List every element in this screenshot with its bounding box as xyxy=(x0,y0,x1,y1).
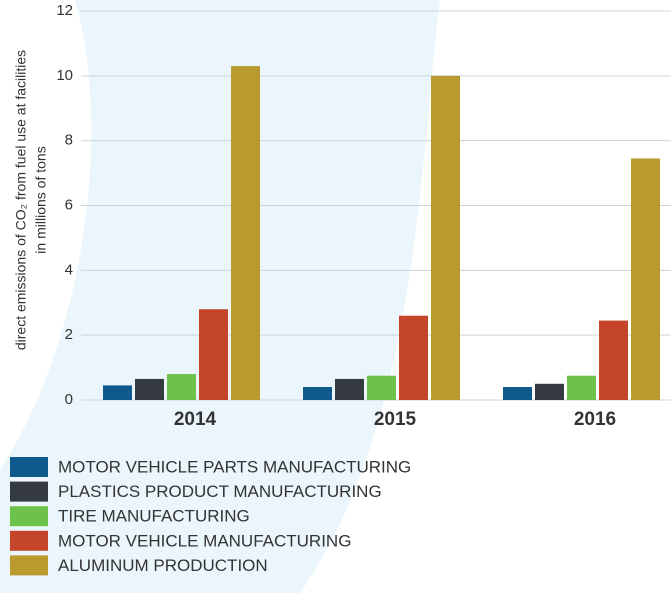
bar xyxy=(135,378,164,400)
x-tick-label: 2014 xyxy=(174,409,217,430)
bar xyxy=(303,387,332,400)
x-tick-label: 2015 xyxy=(374,409,417,430)
legend-swatch xyxy=(10,555,48,576)
y-axis-label: in millions of tons xyxy=(33,146,49,253)
x-tick-label: 2016 xyxy=(574,409,616,430)
y-tick-label: 4 xyxy=(65,261,73,278)
background-shape xyxy=(0,0,440,593)
bar xyxy=(599,320,628,400)
bar xyxy=(399,315,428,400)
y-tick-label: 12 xyxy=(56,2,73,19)
bar xyxy=(103,385,132,400)
legend-label: MOTOR VEHICLE MANUFACTURING xyxy=(58,531,351,550)
legend-swatch xyxy=(10,506,48,527)
bar xyxy=(231,66,260,400)
legend-swatch xyxy=(10,457,48,477)
y-tick-label: 2 xyxy=(65,326,73,343)
y-tick-label: 10 xyxy=(56,67,73,84)
legend-label: PLASTICS PRODUCT MANUFACTURING xyxy=(58,482,382,501)
legend-label: TIRE MANUFACTURING xyxy=(58,507,250,526)
y-tick-label: 8 xyxy=(65,132,73,149)
bar xyxy=(199,309,228,400)
bar xyxy=(167,374,196,400)
y-tick-label: 0 xyxy=(65,391,73,408)
bar xyxy=(367,375,396,400)
bar xyxy=(503,387,532,400)
bar xyxy=(431,75,460,400)
legend-swatch xyxy=(10,481,48,502)
bar xyxy=(631,158,660,400)
bar xyxy=(335,378,364,400)
bar xyxy=(567,375,596,400)
legend-label: MOTOR VEHICLE PARTS MANUFACTURING xyxy=(58,457,411,476)
legend-swatch xyxy=(10,530,48,551)
bar xyxy=(535,383,564,400)
legend-label: ALUMINUM PRODUCTION xyxy=(58,556,268,575)
y-axis-label: direct emissions of CO₂ from fuel use at… xyxy=(13,50,29,350)
y-tick-label: 6 xyxy=(65,196,73,213)
